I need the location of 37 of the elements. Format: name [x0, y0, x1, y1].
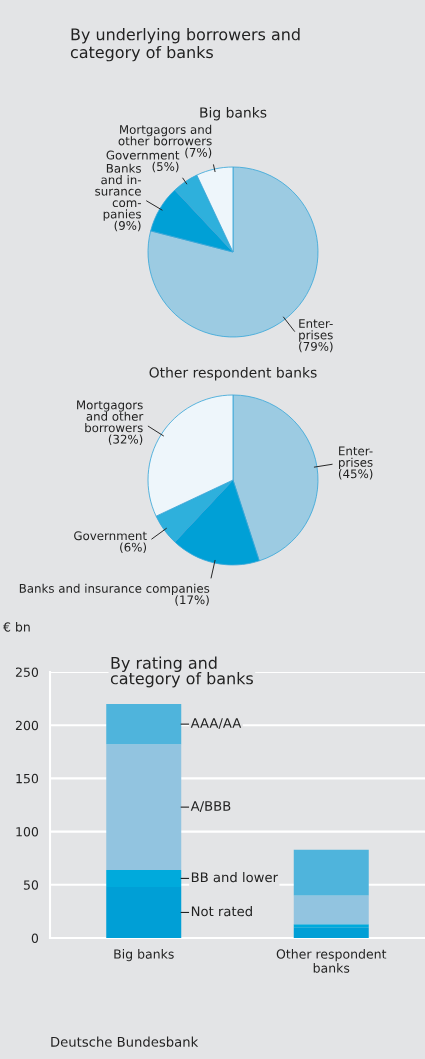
bar — [293, 927, 369, 938]
bar — [293, 849, 369, 896]
bar — [293, 895, 369, 925]
y-tick-label: 0 — [31, 933, 39, 943]
y-tick-label: 50 — [23, 880, 39, 890]
series-label: BB and lower — [191, 872, 279, 883]
data-label: (5%) — [152, 161, 179, 173]
data-label: (9%) — [114, 220, 141, 232]
data-label: (17%) — [175, 595, 209, 606]
slice-label: Enter- prises — [299, 319, 333, 342]
text: Deutsche Bundesbank — [51, 1036, 199, 1047]
slice-label: Banks and in- surance com- panies — [95, 163, 141, 221]
series-label: A/BBB — [190, 801, 231, 812]
series-label: Not rated — [191, 906, 252, 917]
data-label: (79%) — [299, 341, 333, 353]
data-label: (7%) — [185, 147, 212, 159]
slice-label: Government — [74, 531, 147, 541]
chart-subtitle: Big banks — [200, 106, 267, 121]
data-label: (45%) — [338, 469, 373, 480]
chart-title: By rating and category of banks — [110, 656, 253, 688]
data-label: (32%) — [108, 434, 143, 446]
y-tick-label: 250 — [15, 667, 39, 677]
slice-label: Government — [106, 150, 180, 160]
slice-label: Mortgagors and other borrowers — [118, 124, 212, 146]
bar — [106, 744, 182, 870]
bar — [106, 703, 182, 745]
y-tick-label: 200 — [15, 720, 39, 731]
chart-subtitle: Other respondent banks — [149, 366, 317, 381]
slice-label: Mortgagors and other borrowers — [77, 400, 144, 433]
y-tick-label: 100 — [16, 827, 39, 837]
series-label: AAA/AA — [190, 718, 242, 729]
slice-label: Enter- prises — [339, 446, 373, 470]
data-label: (6%) — [120, 542, 147, 553]
slice-label: Banks and insurance companies — [19, 583, 210, 596]
chart-title: By underlying borrowers and category of banks — [70, 28, 300, 62]
y-tick-label: 150 — [16, 773, 39, 784]
y-axis-title: € bn — [3, 621, 30, 632]
